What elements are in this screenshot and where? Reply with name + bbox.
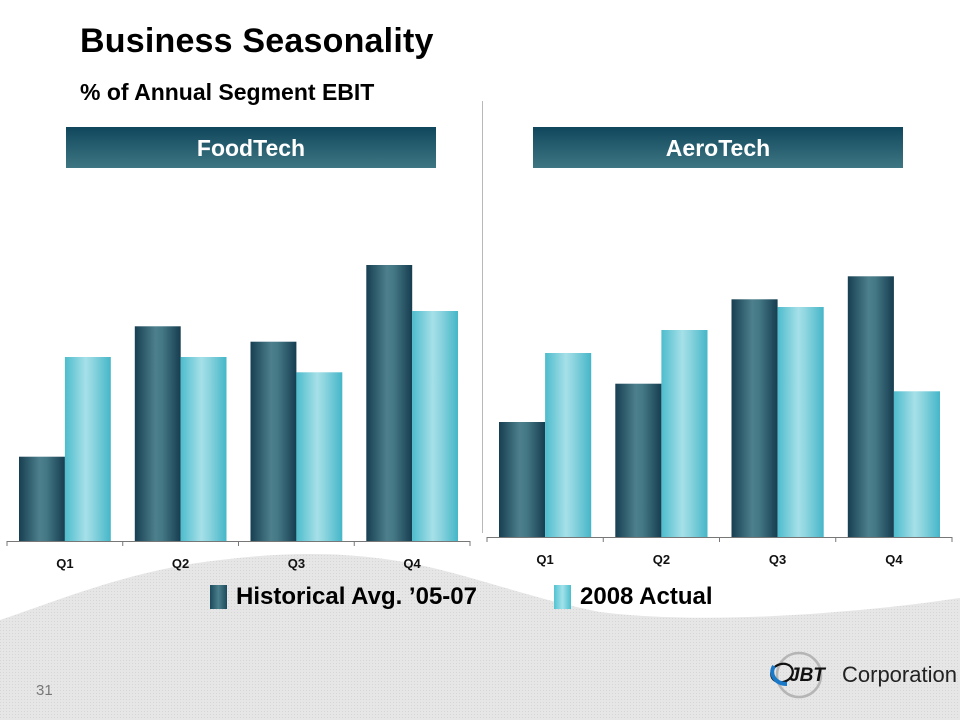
foodtech-bar-historical-q2 [134, 326, 181, 541]
logo-text: Corporation [842, 662, 957, 687]
aerotech-bar-historical-q2 [615, 383, 662, 537]
slide-subtitle: % of Annual Segment EBIT [80, 79, 375, 105]
foodtech-tick-label-q4: Q4 [403, 556, 421, 571]
legend-label-actual: 2008 Actual [580, 583, 713, 610]
legend-label-historical: Historical Avg. ’05-07 [236, 583, 477, 610]
aerotech-bar-historical-q3 [731, 299, 778, 537]
legend-swatch-actual [554, 585, 571, 609]
foodtech-chart: Q1 Q2 Q3 Q4 [6, 265, 471, 571]
aerotech-bar-historical-q4 [847, 276, 894, 537]
foodtech-tick-label-q3: Q3 [288, 556, 305, 571]
legend-actual: 2008 Actual [554, 583, 713, 611]
aerotech-bar-actual-q4 [893, 391, 940, 537]
aerotech-bar-actual-q3 [777, 307, 824, 537]
aerotech-tick-label-q2: Q2 [653, 552, 670, 567]
aerotech-bar-actual-q1 [545, 353, 592, 537]
foodtech-bar-actual-q4 [412, 311, 458, 541]
aerotech-chart: Q1 Q2 Q3 Q4 [486, 276, 953, 567]
legend-historical: Historical Avg. ’05-07 [210, 583, 477, 611]
foodtech-bar-historical-q4 [366, 265, 413, 541]
panel-divider [482, 101, 483, 533]
foodtech-bar-actual-q3 [296, 372, 343, 541]
aerotech-tick-label-q1: Q1 [536, 552, 553, 567]
slide-title: Business Seasonality [80, 22, 434, 60]
aerotech-tick-label-q4: Q4 [885, 552, 903, 567]
aerotech-bar-historical-q1 [499, 422, 546, 537]
foodtech-bar-historical-q3 [250, 341, 297, 541]
aerotech-header: AeroTech [533, 127, 903, 168]
page-number: 31 [36, 682, 53, 699]
foodtech-bar-historical-q1 [19, 456, 65, 541]
foodtech-tick-label-q2: Q2 [172, 556, 189, 571]
aerotech-bar-actual-q2 [661, 330, 708, 537]
foodtech-tick-label-q1: Q1 [56, 556, 73, 571]
aerotech-tick-label-q3: Q3 [769, 552, 786, 567]
jbt-logo: JBT Corporation [765, 648, 957, 704]
foodtech-bar-actual-q2 [180, 357, 227, 541]
logo-mark: JBT [789, 665, 826, 686]
legend-swatch-historical [210, 585, 227, 609]
foodtech-bar-actual-q1 [64, 357, 111, 541]
foodtech-header: FoodTech [66, 127, 436, 168]
jbt-logo-icon: JBT [770, 651, 826, 699]
